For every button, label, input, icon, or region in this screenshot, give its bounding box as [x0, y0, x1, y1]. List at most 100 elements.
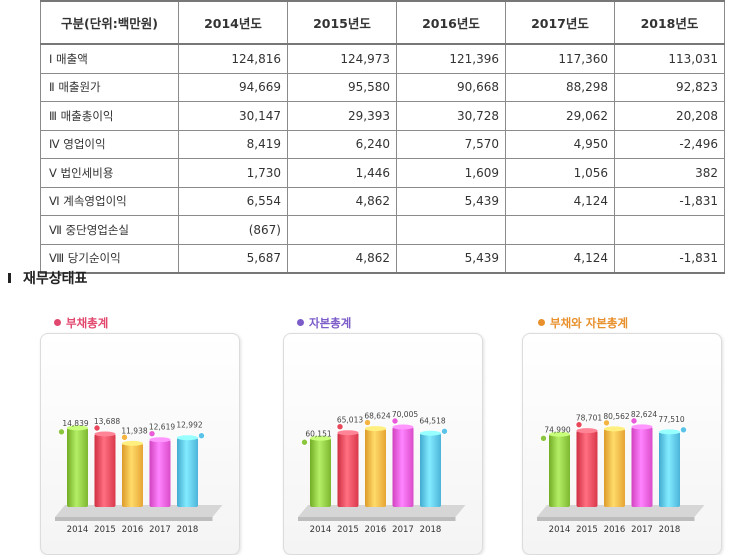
chart-title-total: 부채와 자본총계 [538, 315, 628, 331]
chart-marker [630, 417, 638, 425]
chart-floor-front [537, 517, 695, 521]
bar-chart-total: 2014 2015 2016 2017 2018 74,990 78,701 80,562 82… [537, 410, 705, 535]
x-tick-label: 2017 [149, 525, 171, 535]
x-tick-label: 2017 [631, 525, 653, 535]
chart-floor-front [298, 517, 456, 521]
income-statement-table: 구분(단위:백만원) 2014년도 2015년도 2016년도 2017년도 2… [40, 0, 725, 274]
chart-bar-top [659, 429, 680, 435]
row-label: Ⅵ 계속영업이익 [40, 186, 179, 216]
chart-floor-front [55, 517, 213, 521]
table-cell: 29,062 [505, 101, 615, 131]
chart-bar [659, 431, 680, 507]
table-cell: (867) [178, 215, 288, 245]
x-tick-label: 2014 [67, 525, 89, 535]
table-cell: 117,360 [505, 43, 615, 74]
table-cell: 4,950 [505, 129, 615, 159]
chart-bar-top [337, 430, 359, 436]
table-cell: 6,240 [287, 129, 397, 159]
section-title-text: 재무상태표 [23, 271, 88, 287]
table-cell: 6,554 [178, 186, 288, 216]
table-cell: 30,728 [396, 101, 506, 131]
column-header: 2016년도 [396, 0, 506, 45]
x-tick-label: 2018 [177, 525, 199, 535]
table-cell [396, 215, 506, 245]
table-cell: 1,446 [287, 158, 397, 188]
chart-marker [391, 417, 399, 425]
chart-floor [537, 505, 705, 517]
row-label: Ⅳ 영업이익 [40, 129, 179, 159]
bullet-icon [8, 273, 11, 283]
chart-bar [310, 438, 331, 507]
data-label: 78,701 [576, 414, 602, 423]
data-label: 12,992 [176, 421, 202, 430]
table-cell: 124,816 [178, 43, 288, 74]
data-label: 64,518 [419, 416, 445, 425]
chart-title-equity: 자본총계 [297, 315, 351, 331]
table-header-row: 구분(단위:백만원) 2014년도 2015년도 2016년도 2017년도 2… [40, 0, 725, 45]
bullet-dot-icon [54, 319, 61, 326]
table-row: Ⅱ 매출원가 94,669 95,580 90,668 88,298 92,823 [40, 72, 725, 102]
x-tick-label: 2015 [576, 525, 598, 535]
x-tick-label: 2016 [604, 525, 626, 535]
table-cell: 1,056 [505, 158, 615, 188]
data-label: 65,013 [337, 416, 363, 425]
table-cell: 4,124 [505, 243, 615, 274]
table-cell: 5,439 [396, 243, 506, 274]
table-row: Ⅴ 법인세비용 1,730 1,446 1,609 1,056 382 [40, 158, 725, 188]
chart-floor [55, 505, 223, 517]
chart-marker [120, 433, 129, 442]
chart-bar-top [631, 424, 653, 430]
chart-bar [631, 426, 653, 507]
chart-bar-top [604, 426, 625, 432]
chart-marker [363, 418, 372, 427]
table-cell: 382 [614, 158, 725, 188]
table-row: Ⅰ 매출액 124,816 124,973 121,396 117,360 113,031 [40, 43, 725, 74]
chart-bar-top [392, 424, 414, 430]
table-cell: 8,419 [178, 129, 288, 159]
chart-bar [604, 428, 625, 507]
chart-marker [197, 432, 206, 440]
chart-bar-top [365, 426, 386, 432]
table-cell: 113,031 [614, 43, 725, 74]
chart-marker [57, 428, 66, 436]
chart-floor [298, 505, 466, 517]
table-row: Ⅶ 중단영업손실 (867) [40, 215, 725, 245]
chart-bar-top [576, 428, 598, 434]
data-label: 11,938 [121, 426, 147, 435]
column-header: 구분(단위:백만원) [40, 0, 179, 45]
data-label: 77,510 [658, 415, 684, 424]
table-cell: 4,862 [287, 243, 397, 274]
chart-bar [177, 437, 198, 507]
column-header: 2018년도 [614, 0, 725, 45]
table-cell: -1,831 [614, 186, 725, 216]
table-row: Ⅳ 영업이익 8,419 6,240 7,570 4,950 -2,496 [40, 129, 725, 159]
chart-marker [93, 424, 101, 432]
chart-marker [679, 426, 688, 434]
data-label: 74,990 [544, 425, 570, 434]
chart-bar [576, 430, 598, 507]
table-cell [287, 215, 397, 245]
table-cell: 94,669 [178, 72, 288, 102]
data-label: 82,624 [631, 410, 657, 419]
chart-bar-top [67, 425, 88, 431]
chart-bar-top [94, 431, 116, 437]
column-header: 2017년도 [505, 0, 615, 45]
data-label: 14,839 [62, 419, 88, 428]
table-cell: 5,687 [178, 243, 288, 274]
table-cell [614, 215, 725, 245]
chart-bar [337, 432, 359, 507]
chart-marker [539, 434, 548, 442]
chart-bar [549, 434, 570, 507]
chart-marker [336, 422, 344, 431]
section-title: 재무상태표 [8, 268, 87, 288]
table-cell: 90,668 [396, 72, 506, 102]
data-label: 68,624 [364, 412, 390, 421]
table-cell: 7,570 [396, 129, 506, 159]
table-cell: 4,124 [505, 186, 615, 216]
table-cell: -2,496 [614, 129, 725, 159]
x-tick-label: 2015 [94, 525, 116, 535]
data-label: 60,151 [305, 429, 331, 438]
table-cell: 1,730 [178, 158, 288, 188]
x-tick-label: 2017 [392, 525, 414, 535]
chart-bar [122, 443, 143, 507]
